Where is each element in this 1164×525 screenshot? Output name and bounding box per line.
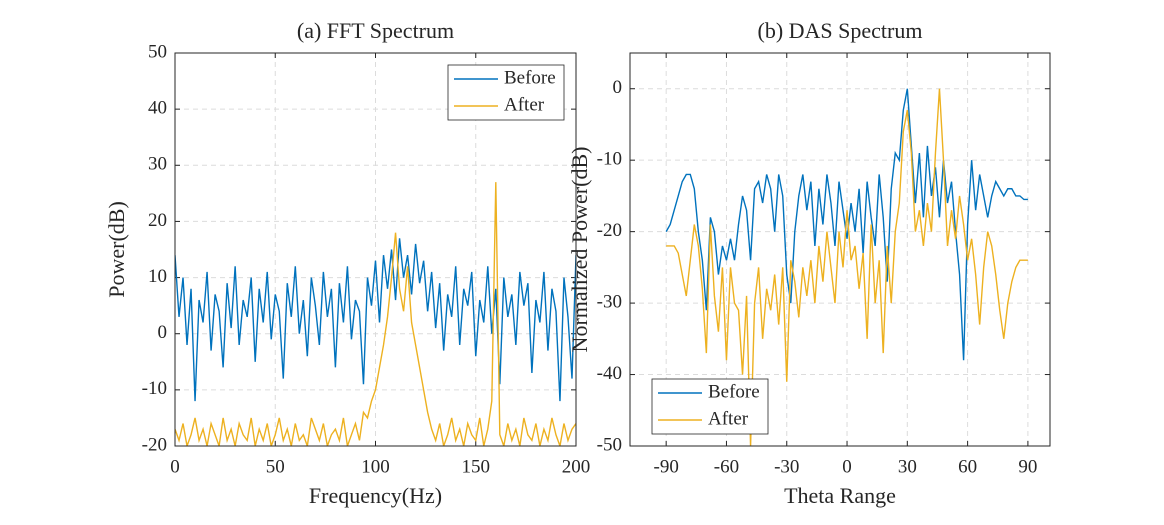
x-tick-label: -60	[714, 456, 739, 477]
x-tick-label: 150	[462, 456, 491, 477]
y-tick-label: -10	[142, 378, 167, 399]
chart-title: (a) FFT Spectrum	[297, 18, 454, 43]
line-series	[175, 238, 576, 402]
legend-label: After	[708, 408, 749, 429]
y-tick-label: 0	[613, 77, 623, 98]
x-tick-label: 30	[898, 456, 917, 477]
x-tick-label: 50	[266, 456, 285, 477]
x-tick-label: 200	[562, 456, 591, 477]
y-tick-label: -20	[142, 434, 167, 455]
legend-box	[651, 378, 769, 435]
y-tick-label: -40	[597, 363, 622, 384]
x-tick-label: 90	[1018, 456, 1037, 477]
y-tick-label: 30	[148, 154, 167, 175]
x-tick-label: 60	[958, 456, 977, 477]
x-tick-label: -90	[654, 456, 679, 477]
x-axis-label: Theta Range	[784, 483, 896, 508]
legend-label: After	[504, 94, 545, 115]
axes: 0 50 100 150 200 -20 -10 0 10 20 30 40 50 (a) FFT Spe…	[104, 18, 590, 508]
axes-box	[174, 52, 577, 447]
y-axis-label: Power(dB)	[104, 201, 129, 298]
axes-box	[629, 52, 1051, 447]
x-tick-label: -30	[774, 456, 799, 477]
y-tick-label: 20	[148, 210, 167, 231]
line-series	[175, 182, 576, 446]
x-axis-label: Frequency(Hz)	[309, 483, 442, 508]
legend-label: Before	[504, 67, 556, 88]
axes: -90 -60 -30 0 30 60 90 -50 -40 -30 -20 -10 0 (b) DAS …	[567, 18, 1051, 508]
x-tick-label: 0	[170, 456, 180, 477]
x-tick-label: 100	[361, 456, 390, 477]
y-tick-label: -30	[597, 291, 622, 312]
y-tick-label: 40	[148, 98, 167, 119]
y-tick-label: -10	[597, 149, 622, 170]
legend-label: Before	[708, 381, 760, 402]
line-series	[665, 88, 1028, 361]
x-tick-label: 0	[842, 456, 852, 477]
y-tick-label: 0	[158, 322, 168, 343]
y-tick-label: 10	[148, 266, 167, 287]
y-tick-label: -20	[597, 220, 622, 241]
y-tick-label: 50	[148, 41, 167, 62]
chart-title: (b) DAS Spectrum	[758, 18, 923, 43]
y-axis-label: Normalized Power(dB)	[567, 147, 592, 353]
line-series	[666, 88, 1028, 446]
legend-box	[447, 64, 565, 121]
y-tick-label: -50	[597, 434, 622, 455]
